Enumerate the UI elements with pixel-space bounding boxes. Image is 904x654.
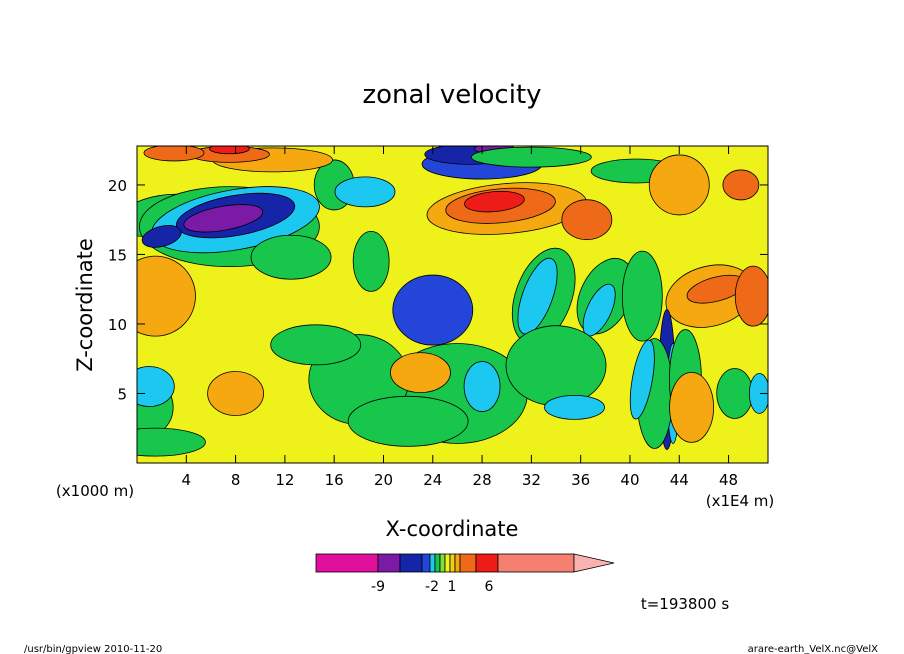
- x-tick-label-11: 48: [719, 471, 738, 489]
- contour-region-40: [748, 373, 768, 414]
- contour-region-13: [143, 146, 205, 162]
- x-tick-label-2: 12: [275, 471, 294, 489]
- contour-region-7: [141, 225, 182, 248]
- contour-region-52: [352, 230, 390, 292]
- colorbar-bin-1: [377, 553, 401, 573]
- y-axis-label: Z-coordinate: [73, 238, 97, 372]
- colorbar-bin-2: [399, 553, 423, 573]
- contour-region-44: [544, 394, 605, 420]
- x-tick-label-8: 36: [571, 471, 590, 489]
- contour-region-54: [392, 274, 474, 346]
- plot-frame: [136, 145, 769, 464]
- x-tick-label-1: 8: [231, 471, 241, 489]
- contour-region-29: [621, 250, 663, 342]
- contour-region-51: [390, 352, 451, 394]
- colorbar-arrow: [573, 553, 615, 573]
- x-tick-label-0: 4: [182, 471, 192, 489]
- colorbar-bin-10: [459, 553, 477, 573]
- y-unit-note: (x1000 m): [56, 482, 134, 500]
- contour-region-42: [463, 361, 501, 412]
- y-tick-label-1: 10: [108, 316, 127, 334]
- contour-region-23: [648, 154, 710, 216]
- y-tick-label-0: 5: [117, 385, 127, 403]
- contour-region-26: [517, 257, 558, 335]
- y-tick-label-3: 20: [108, 177, 127, 195]
- contour-region-21: [561, 199, 613, 241]
- x-tick-label-10: 44: [670, 471, 689, 489]
- contour-region-46: [347, 395, 469, 447]
- x-axis: 4 8 12 16 20 24 28 32 36 40 44 48: [182, 146, 738, 489]
- footer-right: arare-earth_VelX.nc@VelX: [748, 644, 879, 654]
- colorbar-bin-8: [449, 553, 456, 573]
- contour-region-32: [734, 265, 768, 327]
- contour-region-49: [137, 427, 206, 457]
- x-tick-label-6: 28: [473, 471, 492, 489]
- y-tick-label-2: 15: [108, 246, 127, 264]
- contour-region-37: [629, 339, 655, 420]
- colorbar-bin-5: [434, 553, 441, 573]
- contour-region-39: [716, 368, 754, 419]
- contour-region-12: [209, 146, 250, 155]
- x-tick-label-3: 16: [325, 471, 344, 489]
- contour-region-53: [250, 234, 332, 280]
- colorbar-bin-12: [497, 553, 575, 573]
- x-unit-note: (x1E4 m): [706, 492, 775, 510]
- colorbar-label-1: -2: [425, 579, 439, 595]
- contour-region-38: [669, 371, 714, 443]
- contour-region-48: [137, 366, 175, 407]
- plot-field: [137, 146, 768, 463]
- x-tick-label-4: 20: [374, 471, 393, 489]
- contour-region-9: [334, 176, 396, 208]
- contour-region-6: [183, 204, 264, 233]
- x-tick-label-5: 24: [423, 471, 442, 489]
- contour-region-24: [722, 169, 760, 201]
- colorbar: [315, 553, 615, 573]
- x-tick-label-9: 40: [620, 471, 639, 489]
- colorbar-bin-11: [475, 553, 499, 573]
- contour-region-43: [505, 325, 607, 407]
- contour-region-1: [137, 255, 196, 337]
- contour-regions: [137, 146, 768, 457]
- contour-region-50: [270, 324, 362, 366]
- contour-region-20: [464, 190, 525, 213]
- colorbar-bin-3: [421, 553, 431, 573]
- colorbar-label-2: 1: [448, 579, 457, 595]
- colorbar-bin-9: [454, 553, 461, 573]
- y-axis: 5 10 15 20: [108, 177, 768, 403]
- colorbar-ticks: -9 -2 1 6: [371, 579, 494, 595]
- colorbar-bin-4: [429, 553, 436, 573]
- time-label: t=193800 s: [641, 595, 729, 613]
- contour-region-47: [207, 371, 264, 416]
- colorbar-label-0: -9: [371, 579, 385, 595]
- colorbar-bin-6: [439, 553, 446, 573]
- x-tick-label-7: 32: [522, 471, 541, 489]
- colorbar-label-3: 6: [485, 579, 494, 595]
- colorbar-bin-0: [315, 553, 379, 573]
- colorbar-bin-7: [444, 553, 451, 573]
- chart-title: zonal velocity: [362, 80, 541, 110]
- footer-left: /usr/bin/gpview 2010-11-20: [24, 644, 162, 654]
- x-axis-label: X-coordinate: [386, 517, 519, 541]
